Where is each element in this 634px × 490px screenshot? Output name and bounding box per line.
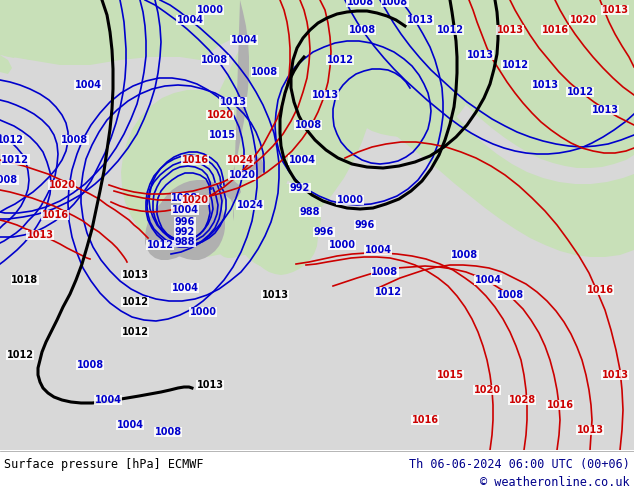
Text: 1013: 1013 <box>531 80 559 90</box>
Text: 1020: 1020 <box>569 15 597 25</box>
Text: 1004: 1004 <box>231 35 257 45</box>
Text: 1008: 1008 <box>202 55 229 65</box>
Polygon shape <box>0 55 12 74</box>
Text: 1024: 1024 <box>226 155 254 165</box>
Text: 1004: 1004 <box>94 395 122 405</box>
Text: 1012: 1012 <box>122 297 148 307</box>
Polygon shape <box>0 35 18 58</box>
Text: 988: 988 <box>175 237 195 247</box>
Text: 1016: 1016 <box>541 25 569 35</box>
Text: 992: 992 <box>175 227 195 237</box>
Text: 1008: 1008 <box>372 267 399 277</box>
Text: 996: 996 <box>314 227 334 237</box>
Text: 1016: 1016 <box>547 400 574 410</box>
Text: 1013: 1013 <box>602 5 628 15</box>
Text: 1008: 1008 <box>349 25 375 35</box>
Text: 1013: 1013 <box>406 15 434 25</box>
Text: 1008: 1008 <box>294 120 321 130</box>
Text: 988: 988 <box>300 207 320 217</box>
Text: 1008: 1008 <box>0 175 18 185</box>
Polygon shape <box>540 0 634 125</box>
Text: 1016: 1016 <box>41 210 68 220</box>
Text: 1008: 1008 <box>496 290 524 300</box>
Text: 1008: 1008 <box>451 250 479 260</box>
Text: 1008: 1008 <box>171 193 198 203</box>
Polygon shape <box>218 0 374 275</box>
Text: 1012: 1012 <box>6 350 34 360</box>
Text: 1016: 1016 <box>586 285 614 295</box>
Text: 1004: 1004 <box>176 15 204 25</box>
Text: 1016: 1016 <box>411 415 439 425</box>
Text: 1020: 1020 <box>181 195 209 205</box>
Text: 1013: 1013 <box>576 425 604 435</box>
Text: 1020: 1020 <box>207 110 233 120</box>
Text: 1008: 1008 <box>252 67 278 77</box>
Text: 1008: 1008 <box>382 0 408 7</box>
Text: 1004: 1004 <box>172 283 198 293</box>
Text: 1015: 1015 <box>209 130 235 140</box>
Polygon shape <box>246 155 265 177</box>
Text: 1024: 1024 <box>236 200 264 210</box>
Text: 1013: 1013 <box>261 290 288 300</box>
Text: 1008: 1008 <box>155 427 181 437</box>
Polygon shape <box>390 0 634 168</box>
Text: Surface pressure [hPa] ECMWF: Surface pressure [hPa] ECMWF <box>4 458 204 470</box>
Text: 1012: 1012 <box>501 60 529 70</box>
Polygon shape <box>121 0 297 257</box>
Text: 1000: 1000 <box>337 195 363 205</box>
Text: 1020: 1020 <box>48 180 75 190</box>
Text: 1020: 1020 <box>474 385 500 395</box>
Polygon shape <box>300 0 634 257</box>
Polygon shape <box>17 42 36 60</box>
Text: 1000: 1000 <box>190 307 216 317</box>
Text: © weatheronline.co.uk: © weatheronline.co.uk <box>481 475 630 489</box>
Text: 1004: 1004 <box>288 155 316 165</box>
Text: 1013: 1013 <box>122 270 148 280</box>
Text: 1004: 1004 <box>75 80 101 90</box>
Text: 1013: 1013 <box>219 97 247 107</box>
Text: 1028: 1028 <box>508 395 536 405</box>
Text: 1013: 1013 <box>467 50 493 60</box>
Text: 1013: 1013 <box>496 25 524 35</box>
Text: 1016: 1016 <box>181 155 209 165</box>
Text: 1012: 1012 <box>567 87 593 97</box>
Text: 1013: 1013 <box>602 370 628 380</box>
Text: 992: 992 <box>290 183 310 193</box>
Text: 1012: 1012 <box>0 135 23 145</box>
Text: 1013: 1013 <box>592 105 619 115</box>
Text: 1004: 1004 <box>117 420 143 430</box>
Text: 1020: 1020 <box>228 170 256 180</box>
Text: 1004: 1004 <box>365 245 392 255</box>
Polygon shape <box>0 0 634 90</box>
Text: 1015: 1015 <box>436 370 463 380</box>
Text: Th 06-06-2024 06:00 UTC (00+06): Th 06-06-2024 06:00 UTC (00+06) <box>409 458 630 470</box>
Polygon shape <box>145 0 249 260</box>
Text: 996: 996 <box>355 220 375 230</box>
Text: 1013: 1013 <box>197 380 224 390</box>
Text: 1004: 1004 <box>474 275 501 285</box>
Text: 1008: 1008 <box>346 0 373 7</box>
Text: 1012: 1012 <box>146 240 174 250</box>
Text: 1004: 1004 <box>172 205 198 215</box>
Text: 1008: 1008 <box>61 135 89 145</box>
Text: 1012: 1012 <box>1 155 29 165</box>
Text: 1012: 1012 <box>327 55 354 65</box>
Text: 1012: 1012 <box>122 327 148 337</box>
Text: 1000: 1000 <box>197 5 224 15</box>
Text: 1000: 1000 <box>328 240 356 250</box>
Polygon shape <box>0 35 18 52</box>
Text: 1012: 1012 <box>375 287 401 297</box>
Text: 1012: 1012 <box>436 25 463 35</box>
Text: 996: 996 <box>175 217 195 227</box>
Polygon shape <box>223 180 241 199</box>
Text: 1008: 1008 <box>77 360 103 370</box>
Text: 1013: 1013 <box>27 230 53 240</box>
Text: 1018: 1018 <box>11 275 39 285</box>
Text: 1013: 1013 <box>311 90 339 100</box>
